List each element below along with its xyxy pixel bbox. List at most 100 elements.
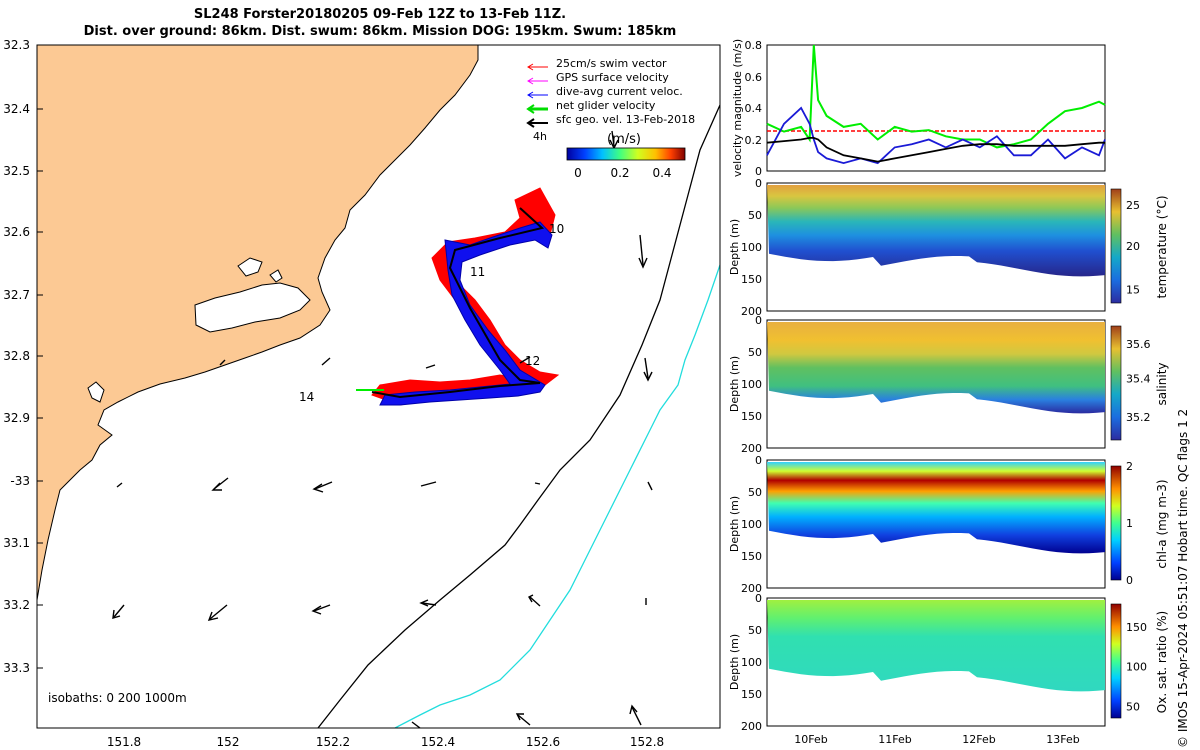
speed-colorbar <box>566 147 686 161</box>
depth-tick-label: 150 <box>741 410 762 423</box>
time-tick-label: 10Feb <box>794 733 827 746</box>
isobath-200m <box>317 104 720 728</box>
colorbar-tick: 0 <box>574 166 582 180</box>
colorbar-tick-label: 1 <box>1126 517 1133 530</box>
day-label: 11 <box>470 265 485 279</box>
time-tick-label: 11Feb <box>878 733 911 746</box>
depth-tick-label: 200 <box>741 305 762 318</box>
legend-net-glider-velocity: net glider velocity <box>556 99 656 112</box>
lat-tick-label: 33.2 <box>3 598 30 612</box>
land-area <box>37 45 479 601</box>
lon-tick-label: 152 <box>217 735 240 749</box>
depth-tick-label: 50 <box>748 624 762 637</box>
lat-tick-label: 33.1 <box>3 536 30 550</box>
velocity-series-line <box>766 136 1105 163</box>
map-lon-labels: 151.8 152 152.2 152.4 152.6 152.8 <box>107 735 664 749</box>
depth-axis-label: Depth (m) <box>728 356 741 412</box>
time-tick-label: 13Feb <box>1046 733 1079 746</box>
chlorophyll-panel: 0 50 100 150 200 Depth (m) 2 1 0 chl-a (mg m-3) <box>728 454 1169 595</box>
depth-tick-label: 100 <box>741 241 762 254</box>
figure-title: SL248 Forster20180205 09-Feb 12Z to 13-F… <box>0 6 760 40</box>
colorbar-tick-label: 15 <box>1126 283 1140 296</box>
lat-tick-label: 33.3 <box>3 661 30 675</box>
velocity-panel: 0 0.2 0.4 0.6 0.8 velocity magnitude (m/… <box>731 39 1106 178</box>
colorbar-tick: 0.4 <box>652 166 671 180</box>
lat-tick-label: 32.5 <box>3 164 30 178</box>
depth-tick-label: 200 <box>741 720 762 733</box>
depth-tick-label: 100 <box>741 518 762 531</box>
colorbar-tick-label: 20 <box>1126 240 1140 253</box>
depth-tick-label: 0 <box>755 592 762 605</box>
depth-tick-label: 200 <box>741 442 762 455</box>
colorbar-label: chl-a (mg m-3) <box>1155 479 1169 568</box>
colorbar-label: Ox. sat. ratio (%) <box>1155 611 1169 713</box>
lake <box>194 282 311 333</box>
legend-swim-vector: 25cm/s swim vector <box>556 57 667 70</box>
lat-tick-label: -33 <box>10 474 30 488</box>
y-tick-label: 0.8 <box>745 39 763 52</box>
legend-dive-avg-current: dive-avg current veloc. <box>556 85 683 98</box>
colorbar-tick-label: 0 <box>1126 574 1133 587</box>
velocity-series-line <box>766 44 1106 149</box>
glider-track <box>371 207 545 399</box>
depth-tick-label: 0 <box>755 454 762 467</box>
y-tick-label: 0.2 <box>745 134 763 147</box>
profile-field <box>767 185 1105 277</box>
lake <box>87 381 105 403</box>
depth-tick-label: 50 <box>748 209 762 222</box>
depth-tick-label: 0 <box>755 314 762 327</box>
depth-tick-label: 50 <box>748 346 762 359</box>
day-label: 14 <box>299 390 314 404</box>
depth-axis-label: Depth (m) <box>728 634 741 690</box>
salinity-panel: 0 50 100 150 200 Depth (m) 35.6 35.4 35.2 salinit… <box>728 314 1169 455</box>
colorbar-tick-label: 50 <box>1126 701 1140 714</box>
velocity-series-line <box>766 106 1106 165</box>
depth-tick-label: 100 <box>741 656 762 669</box>
velocity-series <box>766 44 1106 165</box>
depth-tick-label: 200 <box>741 582 762 595</box>
colorbar <box>1110 188 1122 304</box>
credit-text: © IMOS 15-Apr-2024 05:51:07 Hobart time.… <box>1176 408 1190 748</box>
isobath-note: isobaths: 0 200 1000m <box>48 691 187 705</box>
colorbar-tick: 0.2 <box>610 166 629 180</box>
current-velocity-cloud <box>379 221 553 406</box>
lat-tick-label: 32.4 <box>3 102 30 116</box>
profile-field <box>767 322 1105 414</box>
time-series-panels: 0 0.2 0.4 0.6 0.8 velocity magnitude (m/… <box>728 39 1169 746</box>
lon-tick-label: 151.8 <box>107 735 141 749</box>
profile-field <box>767 600 1105 692</box>
legend-gps-velocity: GPS surface velocity <box>556 71 669 84</box>
lon-tick-label: 152.8 <box>630 735 664 749</box>
lat-tick-label: 32.3 <box>3 38 30 52</box>
depth-tick-label: 150 <box>741 550 762 563</box>
legend-scale-label: 4h <box>533 130 547 143</box>
map-legend: 25cm/s swim vector GPS surface velocity … <box>526 57 695 180</box>
lat-tick-label: 32.9 <box>3 411 30 425</box>
colorbar-tick-label: 2 <box>1126 460 1133 473</box>
lat-tick-label: 32.7 <box>3 288 30 302</box>
colorbar <box>1110 465 1122 581</box>
title-line-2: Dist. over ground: 86km. Dist. swum: 86k… <box>83 24 677 39</box>
depth-axis-label: Depth (m) <box>728 219 741 275</box>
velocity-y-label: velocity magnitude (m/s) <box>731 39 744 177</box>
depth-tick-label: 150 <box>741 273 762 286</box>
isobath-1000m <box>394 264 720 728</box>
map-lat-labels: 32.3 32.4 32.5 32.6 32.7 32.8 32.9 -33 3… <box>3 38 30 675</box>
title-line-1: SL248 Forster20180205 09-Feb 12Z to 13-F… <box>193 7 567 22</box>
map-lat-ticks <box>37 44 43 669</box>
colorbar-title: (m/s) <box>607 132 641 147</box>
colorbar-label: temperature (°C) <box>1155 196 1169 299</box>
geostrophic-velocity-arrows <box>112 234 653 728</box>
depth-tick-label: 100 <box>741 378 762 391</box>
lon-tick-label: 152.6 <box>526 735 560 749</box>
colorbar-tick-label: 35.6 <box>1126 338 1151 351</box>
depth-tick-label: 150 <box>741 688 762 701</box>
velocity-y-ticks: 0 0.2 0.4 0.6 0.8 <box>745 39 763 178</box>
lake <box>269 269 283 283</box>
day-label: 12 <box>525 354 540 368</box>
colorbar-tick-label: 100 <box>1126 661 1147 674</box>
legend-geostrophic-velocity: sfc geo. vel. 13-Feb-2018 <box>556 113 695 126</box>
colorbar-label: salinity <box>1155 362 1169 405</box>
lake <box>237 257 263 277</box>
